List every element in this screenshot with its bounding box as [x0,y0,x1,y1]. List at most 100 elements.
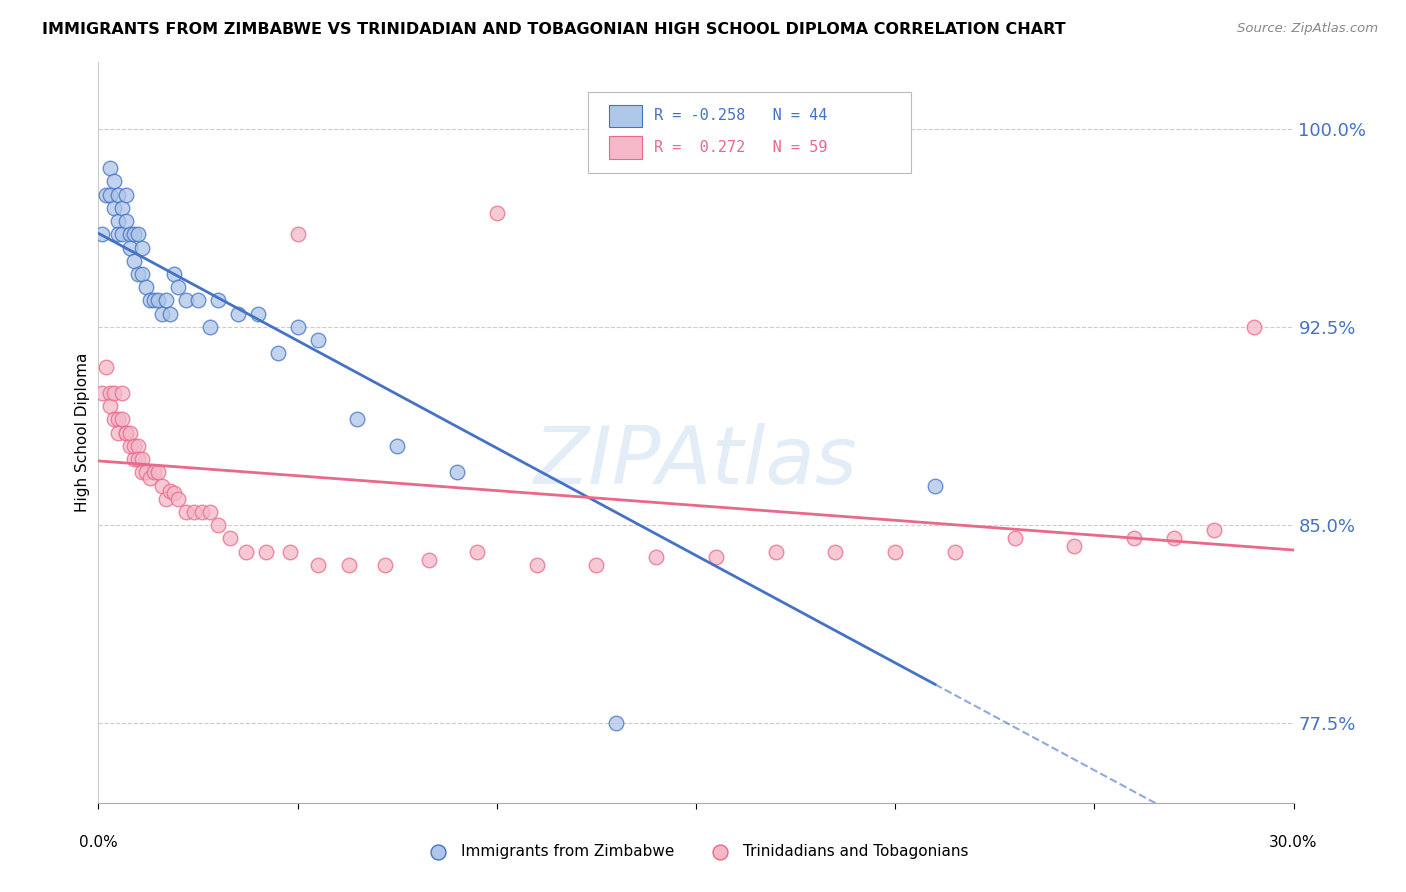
Bar [609,136,643,159]
Point [98,161,122,176]
Point [159,483,181,498]
Point [167,280,190,294]
Point [131,240,153,255]
Point [307,558,329,572]
Point [96,359,118,374]
Point [207,293,229,308]
Point [111,201,134,215]
Point [148,465,170,479]
Point [1004,532,1026,546]
Point [174,505,197,519]
Point [374,558,396,572]
Point [163,267,186,281]
Point [124,253,146,268]
Point [115,425,138,440]
Point [120,439,142,453]
Point [155,491,177,506]
Text: 30.0%: 30.0% [1270,835,1317,849]
Legend: Immigrants from Zimbabwe, Trinidadians and Tobagonians: Immigrants from Zimbabwe, Trinidadians a… [418,838,974,865]
Point [131,452,153,467]
Point [131,267,153,281]
Point [526,558,548,572]
Point [198,505,221,519]
Point [150,478,173,492]
Point [187,293,209,308]
Text: R =  0.272   N = 59: R = 0.272 N = 59 [654,140,828,155]
Point [278,544,301,558]
Point [135,280,157,294]
Point [287,319,309,334]
Point [943,544,966,558]
Point [339,558,361,572]
Point [143,293,166,308]
Point [115,425,138,440]
Point [418,552,440,566]
Point [254,544,277,558]
Point [346,412,368,426]
Point [1123,532,1146,546]
Bar [609,104,643,127]
Text: IMMIGRANTS FROM ZIMBABWE VS TRINIDADIAN AND TOBAGONIAN HIGH SCHOOL DIPLOMA CORRE: IMMIGRANTS FROM ZIMBABWE VS TRINIDADIAN … [42,22,1066,37]
Point [107,227,129,242]
Point [98,187,122,202]
Point [155,293,177,308]
Point [91,227,114,242]
Point [139,470,162,484]
Point [143,465,166,479]
Point [98,399,122,413]
Point [183,505,205,519]
Point [111,386,134,401]
Text: ZIPAtlas: ZIPAtlas [534,423,858,501]
Point [924,478,946,492]
Point [103,412,125,426]
Text: 0.0%: 0.0% [79,835,118,849]
Point [124,452,146,467]
Point [1243,319,1265,334]
Point [107,425,129,440]
Point [111,227,134,242]
Point [139,293,162,308]
Point [446,465,468,479]
Point [127,227,149,242]
Point [96,187,118,202]
Point [120,227,142,242]
Point [124,227,146,242]
Point [824,544,846,558]
Point [1163,532,1185,546]
Point [174,293,197,308]
Point [115,187,138,202]
Point [246,307,269,321]
Point [645,549,668,564]
Point [127,452,149,467]
Point [107,412,129,426]
Y-axis label: High School Diploma: High School Diploma [75,353,90,512]
Point [127,439,149,453]
Point [704,549,727,564]
Text: R = -0.258   N = 44: R = -0.258 N = 44 [654,108,828,123]
Point [884,544,907,558]
Point [91,386,114,401]
Point [135,465,157,479]
Point [103,201,125,215]
Point [198,319,221,334]
Point [107,214,129,228]
Point [226,307,249,321]
Point [485,206,508,220]
Point [159,307,181,321]
Text: Source: ZipAtlas.com: Source: ZipAtlas.com [1237,22,1378,36]
Point [120,240,142,255]
Point [235,544,257,558]
Point [219,532,242,546]
Point [385,439,409,453]
Point [131,465,153,479]
Point [98,386,122,401]
Point [115,214,138,228]
Point [191,505,214,519]
Point [148,293,170,308]
Point [267,346,290,360]
Point [1202,524,1225,538]
Point [765,544,787,558]
Point [287,227,309,242]
Point [585,558,607,572]
Point [120,425,142,440]
